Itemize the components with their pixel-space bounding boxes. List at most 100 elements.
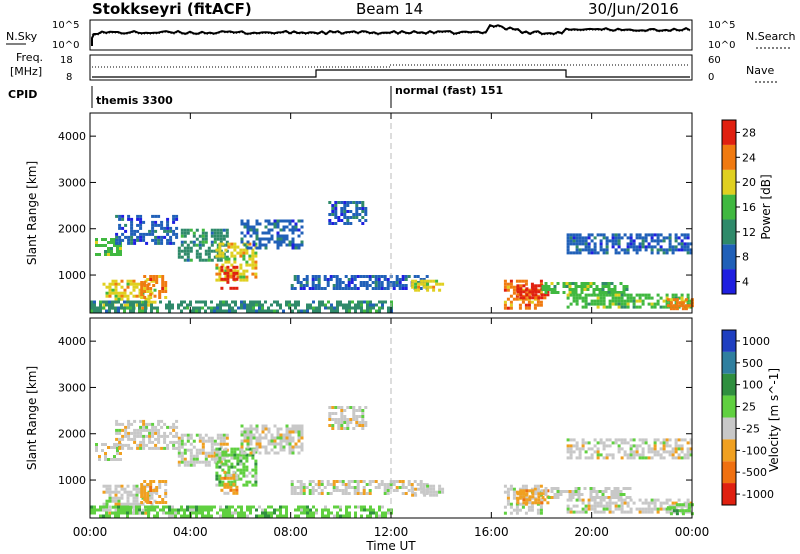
heatmap-cell [154, 425, 158, 429]
heatmap-cell [207, 460, 211, 464]
heatmap-cell [219, 445, 223, 449]
heatmap-cell [233, 456, 237, 460]
heatmap-cell [337, 201, 341, 204]
heatmap-cell [358, 207, 362, 210]
heatmap-cell [374, 480, 378, 483]
heatmap-cell [590, 504, 594, 508]
heatmap-cell [536, 294, 540, 298]
heatmap-cell [242, 269, 246, 273]
heatmap-cell [546, 501, 550, 505]
heatmap-cell [623, 441, 627, 445]
heatmap-cell [108, 493, 112, 497]
heatmap-cell [230, 263, 234, 267]
heatmap-cell [164, 492, 168, 495]
heatmap-cell [334, 412, 338, 415]
heatmap-cell [183, 258, 187, 262]
heatmap-cell [596, 296, 600, 300]
heatmap-cell [524, 282, 528, 286]
heatmap-cell [595, 496, 599, 499]
heatmap-cell [249, 439, 253, 443]
heatmap-cell [314, 284, 318, 287]
heatmap-cell [255, 300, 258, 304]
heatmap-cell [411, 490, 415, 494]
heatmap-cell [282, 219, 286, 223]
heatmap-cell [578, 248, 582, 252]
heatmap-cell [569, 239, 573, 243]
heatmap-cell [114, 291, 118, 295]
velocity-colorbar-label: Velocity [m s^-1] [767, 368, 781, 472]
heatmap-cell [665, 302, 669, 306]
heatmap-cell [117, 282, 121, 286]
heatmap-cell [686, 245, 690, 249]
heatmap-cell [516, 492, 520, 496]
heatmap-cell [328, 222, 332, 225]
heatmap-cell [641, 302, 645, 306]
heatmap-cell [674, 501, 678, 505]
heatmap-cell [613, 490, 617, 493]
heatmap-cell [647, 444, 651, 448]
heatmap-cell [164, 483, 168, 486]
colorbar-tick-label: 12 [742, 226, 756, 239]
heatmap-cell [242, 462, 246, 466]
heatmap-cell [300, 442, 304, 446]
heatmap-cell [172, 214, 176, 218]
heatmap-cell [665, 510, 669, 514]
heatmap-cell [90, 505, 93, 509]
heatmap-cell [132, 484, 136, 488]
heatmap-cell [599, 248, 603, 252]
heatmap-cell [389, 483, 393, 486]
heatmap-cell [254, 272, 258, 276]
heatmap-cell [251, 257, 255, 261]
heatmap-cell [297, 505, 300, 509]
heatmap-cell [164, 480, 168, 483]
heatmap-cell [361, 427, 365, 430]
heatmap-cell [629, 450, 633, 454]
heatmap-cell [617, 305, 621, 309]
heatmap-cell [509, 303, 513, 307]
heatmap-cell [117, 291, 121, 295]
heatmap-cell [599, 438, 603, 442]
heatmap-cell [638, 456, 642, 460]
heatmap-cell [210, 439, 214, 443]
heatmap-cell [254, 465, 258, 469]
heatmap-cell [297, 514, 300, 518]
heatmap-cell [218, 477, 222, 481]
heatmap-cell [166, 229, 170, 233]
heatmap-cell [213, 505, 216, 509]
heatmap-cell [129, 309, 132, 313]
heatmap-cell [160, 241, 164, 245]
heatmap-cell [656, 239, 660, 243]
heatmap-cell [605, 438, 609, 442]
heatmap-cell [656, 293, 660, 297]
heatmap-cell [153, 294, 157, 298]
heatmap-cell [321, 508, 324, 512]
heatmap-cell [255, 445, 259, 449]
heatmap-cell [243, 222, 247, 226]
heatmap-cell [245, 453, 249, 457]
heatmap-cell [340, 219, 344, 222]
heatmap-cell [650, 302, 654, 306]
heatmap-cell [288, 240, 292, 244]
heatmap-cell [641, 438, 645, 442]
heatmap-cell [161, 290, 165, 293]
heatmap-cell [201, 460, 205, 464]
colorbar-block [722, 461, 736, 484]
heatmap-cell [291, 246, 295, 250]
heatmap-cell [320, 480, 324, 483]
heatmap-cell [282, 228, 286, 232]
heatmap-cell [233, 248, 237, 252]
heatmap-cell [294, 228, 298, 232]
heatmap-cell [126, 499, 130, 503]
heatmap-cell [683, 438, 687, 442]
heatmap-cell [104, 455, 107, 458]
heatmap-cell [569, 498, 573, 502]
heatmap-cell [160, 425, 164, 429]
heatmap-cell [127, 446, 131, 450]
x-tick-label: 08:00 [273, 525, 308, 539]
heatmap-cell [354, 306, 357, 310]
heatmap-cell [392, 281, 396, 284]
heatmap-cell [342, 514, 345, 518]
heatmap-cell [161, 278, 165, 281]
heatmap-cell [611, 441, 615, 445]
heatmap-cell [130, 223, 134, 227]
